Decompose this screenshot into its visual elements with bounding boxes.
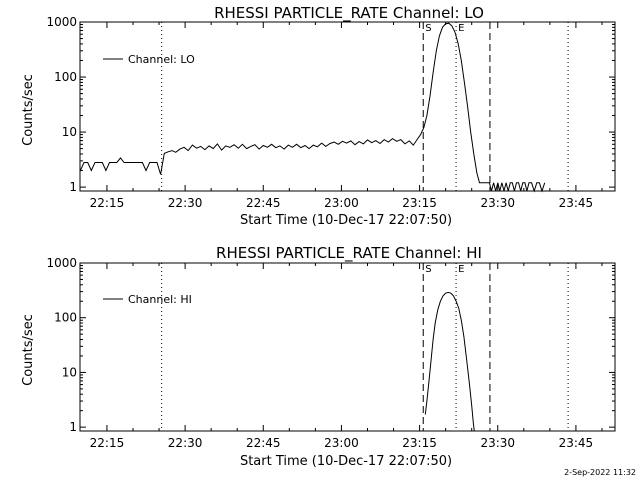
series-line (79, 22, 546, 193)
legend-label: Channel: LO (128, 53, 195, 66)
event-marker-label: S (425, 264, 431, 275)
x-tick-label: 23:00 (324, 436, 359, 450)
x-tick-label: 22:30 (168, 436, 203, 450)
event-marker-label: E (458, 264, 464, 275)
x-tick-label: 23:00 (324, 196, 359, 210)
x-tick-label: 22:15 (90, 436, 125, 450)
plot-frame (79, 21, 616, 192)
x-tick-label: 23:15 (402, 196, 437, 210)
series-lines (424, 291, 475, 432)
event-marker-label: E (458, 23, 464, 34)
legend-label: Channel: HI (128, 293, 192, 306)
y-tick-label: 1000 (46, 256, 77, 270)
panel-lo: RHESSI PARTICLE_RATE Channel: LO Counts/… (21, 4, 616, 228)
x-tick-label: 23:15 (402, 436, 437, 450)
x-tick-label: 22:30 (168, 196, 203, 210)
plot-frame (79, 262, 616, 432)
series-lines (79, 22, 546, 193)
x-tick-label: 22:15 (90, 196, 125, 210)
y-axis-label: Counts/sec (21, 314, 36, 386)
x-axis-label: Start Time (10-Dec-17 22:07:50) (240, 454, 452, 469)
chart-title: RHESSI PARTICLE_RATE Channel: HI (216, 244, 482, 263)
y-tick-label: 100 (54, 311, 77, 325)
y-axis-label: Counts/sec (21, 74, 36, 146)
x-tick-label: 22:45 (246, 436, 281, 450)
x-tick-label: 23:30 (480, 196, 515, 210)
x-tick-label: 22:45 (246, 196, 281, 210)
y-tick-label: 10 (62, 365, 77, 379)
x-tick-label: 23:45 (559, 196, 594, 210)
chart-title: RHESSI PARTICLE_RATE Channel: LO (214, 4, 484, 23)
y-tick-label: 100 (54, 70, 77, 84)
y-tick-label: 1000 (46, 15, 77, 29)
series-line (424, 291, 475, 432)
event-marker-label: S (425, 23, 431, 34)
date-stamp: 2-Sep-2022 11:32 (564, 468, 636, 477)
legend: Channel: HI (103, 293, 192, 306)
x-tick-label: 23:45 (559, 436, 594, 450)
y-tick-label: 10 (62, 125, 77, 139)
y-tick-label: 1 (69, 180, 77, 194)
legend: Channel: LO (103, 53, 195, 66)
panel-hi: RHESSI PARTICLE_RATE Channel: HI Counts/… (21, 244, 616, 469)
x-axis-label: Start Time (10-Dec-17 22:07:50) (240, 213, 452, 228)
axes: 22:15 22:30 22:45 23:00 23:15 23:30 23:45 1 10 10… (46, 15, 616, 210)
axes: 22:15 22:30 22:45 23:00 23:15 23:30 23:45 1 10 10… (46, 256, 616, 450)
y-tick-label: 1 (69, 420, 77, 434)
x-tick-label: 23:30 (480, 436, 515, 450)
